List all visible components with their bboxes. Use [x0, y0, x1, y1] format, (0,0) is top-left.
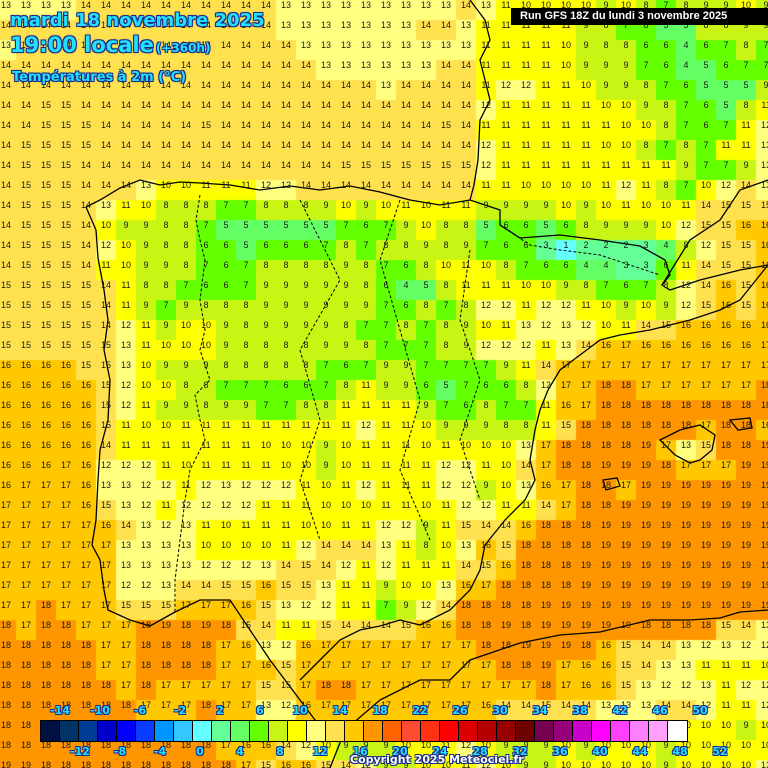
legend-tick-label: 38 [572, 704, 588, 717]
legend-swatch [459, 721, 478, 741]
legend-swatch [611, 721, 630, 741]
legend-swatch [307, 721, 326, 741]
legend-swatch [98, 721, 117, 741]
legend-swatch [383, 721, 402, 741]
legend-tick-label: 28 [472, 745, 488, 758]
legend-swatch [174, 721, 193, 741]
legend-tick-label: 22 [412, 704, 428, 717]
copyright: Copyright 2025 Meteociel.fr [350, 753, 524, 766]
legend-swatch [402, 721, 421, 741]
legend-tick-label: -2 [173, 704, 187, 717]
legend-tick-label: -8 [113, 745, 127, 758]
forecast-time: 19:00 locale (+360h) [10, 33, 210, 57]
legend-swatch [155, 721, 174, 741]
legend-swatch [250, 721, 269, 741]
legend-swatch [269, 721, 288, 741]
legend-tick-label: -14 [50, 704, 70, 717]
legend-swatch [668, 721, 687, 741]
legend-tick-label: 16 [352, 745, 368, 758]
legend-tick-label: 36 [552, 745, 568, 758]
legend-swatch [497, 721, 516, 741]
legend-tick-label: -6 [133, 704, 147, 717]
legend-swatch [60, 721, 79, 741]
legend-tick-label: 52 [712, 745, 728, 758]
legend-tick-label: 8 [276, 745, 284, 758]
legend-swatch [364, 721, 383, 741]
legend-tick-label: -12 [70, 745, 90, 758]
legend-tick-label: 46 [652, 704, 668, 717]
legend-swatch [573, 721, 592, 741]
forecast-local-time: 19:00 locale [10, 33, 154, 57]
legend-swatch [630, 721, 649, 741]
legend-tick-label: 34 [532, 704, 548, 717]
legend-swatch [345, 721, 364, 741]
legend-swatch [478, 721, 497, 741]
legend-tick-label: -10 [90, 704, 110, 717]
legend-swatch [421, 721, 440, 741]
legend-swatch [212, 721, 231, 741]
legend-swatch [136, 721, 155, 741]
legend-tick-label: 12 [312, 745, 328, 758]
legend-swatch [231, 721, 250, 741]
forecast-date: mardi 18 novembre 2025 [10, 10, 265, 31]
legend-colorbar [40, 720, 688, 742]
legend-swatch [535, 721, 554, 741]
legend-swatch [554, 721, 573, 741]
legend-tick-label: 4 [236, 745, 244, 758]
legend-tick-label: 26 [452, 704, 468, 717]
legend-tick-label: 32 [512, 745, 528, 758]
legend-swatch [288, 721, 307, 741]
legend-swatch [79, 721, 98, 741]
legend-tick-label: -4 [153, 745, 167, 758]
forecast-lead-time: (+360h) [155, 41, 211, 55]
legend-tick-label: 44 [632, 745, 648, 758]
legend-swatch [41, 721, 60, 741]
legend-tick-label: 48 [672, 745, 688, 758]
legend-swatch [649, 721, 668, 741]
legend-swatch [516, 721, 535, 741]
legend-tick-label: 0 [196, 745, 204, 758]
legend-tick-label: 18 [372, 704, 388, 717]
legend-swatch [117, 721, 136, 741]
model-run-label: Run GFS 18Z du lundi 3 novembre 2025 [511, 8, 768, 25]
variable-title: Températures à 2m (°C) [12, 70, 187, 85]
legend-tick-label: 6 [256, 704, 264, 717]
legend-tick-label: 42 [612, 704, 628, 717]
legend-tick-label: 20 [392, 745, 408, 758]
legend-tick-label: 14 [332, 704, 348, 717]
legend-swatch [592, 721, 611, 741]
legend-tick-label: 2 [216, 704, 224, 717]
legend-tick-label: 24 [432, 745, 448, 758]
legend-tick-label: 30 [492, 704, 508, 717]
legend-swatch [193, 721, 212, 741]
legend-swatch [326, 721, 345, 741]
legend-tick-label: 10 [292, 704, 308, 717]
legend-tick-label: 40 [592, 745, 608, 758]
legend-swatch [440, 721, 459, 741]
legend-tick-label: 50 [692, 704, 708, 717]
